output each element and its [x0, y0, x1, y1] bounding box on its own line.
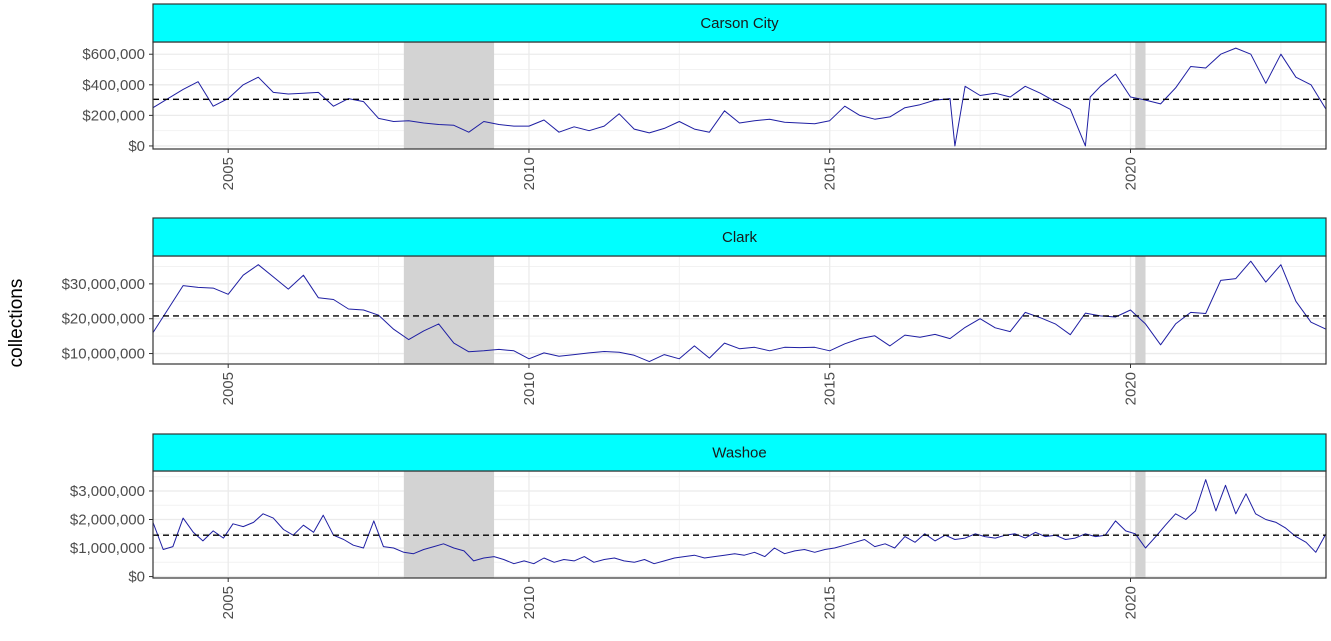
series-line [152, 260, 1327, 363]
y-tick-label: $20,000,000 [62, 311, 145, 328]
x-tick-label: 2015 [822, 157, 839, 190]
y-tick-label: $600,000 [82, 46, 145, 63]
series-line [152, 479, 1327, 565]
x-tick-label: 2015 [822, 586, 839, 619]
x-tick-label: 2005 [220, 157, 237, 190]
recession-band [403, 471, 495, 578]
recession-band [1135, 42, 1146, 149]
y-tick-label: $10,000,000 [62, 346, 145, 363]
x-tick-label: 2010 [521, 586, 538, 619]
panels: Carson City $0 $200,000 $400,000 $600,000 200… [62, 3, 1327, 619]
facet-strip [152, 217, 1327, 257]
recession-band [1135, 471, 1146, 578]
facet-strip-label: Carson City [700, 15, 779, 32]
y-tick-label: $30,000,000 [62, 276, 145, 293]
x-tick-label: 2010 [521, 157, 538, 190]
x-tick-label: 2020 [1123, 372, 1140, 405]
y-tick-label: $1,000,000 [70, 540, 145, 557]
x-tick-label: 2010 [521, 372, 538, 405]
panel-background [153, 256, 1326, 364]
facet-strip-label: Washoe [712, 445, 766, 462]
series-line [152, 47, 1327, 147]
y-axis-title: collections [6, 279, 27, 368]
y-tick-label: $400,000 [82, 77, 145, 94]
facet-strip-label: Clark [722, 229, 758, 246]
panel-clark: Clark $10,000,000 $20,000,000 $30,000,000 20… [62, 217, 1327, 405]
x-tick-label: 2020 [1123, 586, 1140, 619]
x-tick-label: 2015 [822, 372, 839, 405]
y-tick-label: $0 [128, 138, 145, 155]
y-tick-label: $3,000,000 [70, 483, 145, 500]
panel-background [153, 42, 1326, 149]
y-tick-label: $0 [128, 569, 145, 586]
recession-band [403, 42, 495, 149]
panel-carson-city: Carson City $0 $200,000 $400,000 $600,000 200… [82, 3, 1327, 190]
recession-band [403, 256, 495, 364]
x-tick-label: 2020 [1123, 157, 1140, 190]
y-tick-label: $200,000 [82, 107, 145, 124]
facet-strip [152, 3, 1327, 43]
y-tick-label: $2,000,000 [70, 512, 145, 529]
panel-washoe: Washoe $0 $1,000,000 $2,000,000 $3,000,000 20… [70, 433, 1327, 619]
x-tick-label: 2005 [220, 586, 237, 619]
facet-strip [152, 433, 1327, 472]
x-tick-label: 2005 [220, 372, 237, 405]
recession-band [1135, 256, 1146, 364]
